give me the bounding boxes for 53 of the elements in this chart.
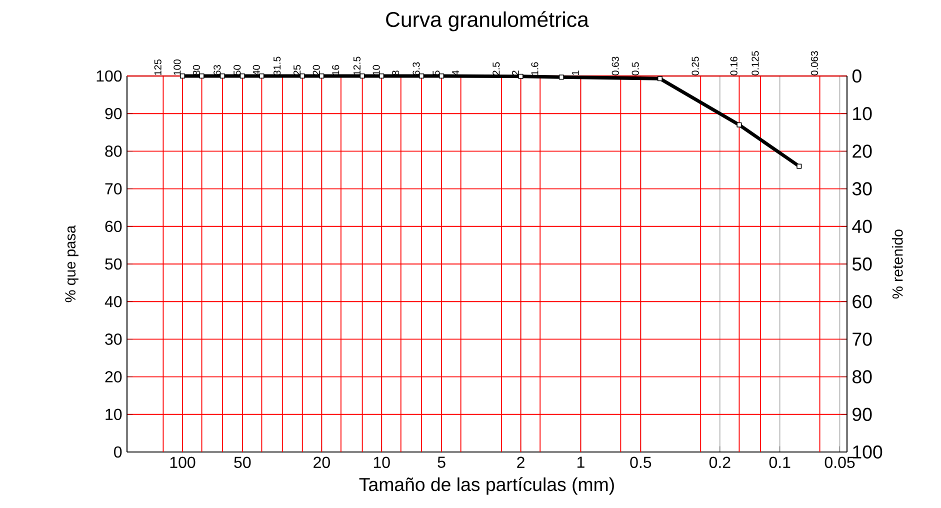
y2-tick-label: 30 <box>852 182 872 196</box>
chart-title: Curva granulométrica <box>386 11 589 32</box>
y2-tick-label: 60 <box>852 294 872 308</box>
x-tick-label: 0.5 <box>630 456 652 468</box>
x-tick-label: 1 <box>577 456 584 468</box>
y-tick-label: 20 <box>105 371 122 382</box>
ref-line-label: 1.6 <box>531 62 538 75</box>
ref-line-label: 0.63 <box>612 56 619 76</box>
y2-axis-title: % retenido <box>892 230 903 299</box>
y-tick-label: 10 <box>106 408 122 420</box>
x-tick-label: 2 <box>517 456 524 468</box>
x-tick-label: 0.2 <box>709 456 730 468</box>
x-tick-label: 0.1 <box>769 456 790 468</box>
ref-line-label: 2 <box>512 70 519 76</box>
x-tick-label: 50 <box>234 456 251 468</box>
ref-line-label: 125 <box>154 59 162 75</box>
y-tick-label: 80 <box>105 146 122 157</box>
y-tick-label: 30 <box>105 334 122 345</box>
y-tick-label: 90 <box>105 108 122 120</box>
ref-line-label: 0.125 <box>752 51 759 76</box>
ref-line-label: 0.25 <box>692 56 699 76</box>
ref-line-label: 0.063 <box>810 51 818 76</box>
ref-line-label: 2.5 <box>492 62 500 76</box>
y2-tick-label: 100 <box>853 445 882 459</box>
y-tick-label: 50 <box>105 258 122 270</box>
y2-tick-label: 0 <box>852 69 862 83</box>
x-tick-label: 20 <box>314 456 330 468</box>
y2-tick-label: 50 <box>852 257 872 271</box>
y2-tick-label: 90 <box>852 408 872 422</box>
y-tick-label: 0 <box>114 446 122 458</box>
ref-line-label: 0.5 <box>632 62 639 76</box>
y2-tick-label: 20 <box>852 144 872 158</box>
y2-tick-label: 70 <box>852 332 872 346</box>
y2-tick-label: 80 <box>852 370 872 384</box>
x-axis-title: Tamaño de las partículas (mm) <box>359 477 614 495</box>
x-tick-label: 100 <box>170 456 196 468</box>
ref-line-label: 12.5 <box>353 56 361 75</box>
y-tick-label: 60 <box>105 220 122 232</box>
x-tick-label: 10 <box>374 456 390 468</box>
y-tick-label: 100 <box>96 70 122 82</box>
ref-line-label: 0.16 <box>730 56 738 76</box>
x-tick-label: 5 <box>438 456 446 468</box>
ref-line-label: 1 <box>572 70 579 75</box>
y-axis-title: % que pasa <box>65 225 78 302</box>
y2-tick-label: 40 <box>852 220 872 234</box>
y-tick-label: 70 <box>105 183 122 194</box>
ref-line-label: 31.5 <box>274 56 281 76</box>
y-tick-label: 40 <box>104 296 122 308</box>
x-tick-label: 0.05 <box>824 456 855 468</box>
ref-line-label: 16 <box>332 65 340 75</box>
ref-line-label: 10 <box>372 65 380 75</box>
y2-tick-label: 10 <box>853 106 872 120</box>
ref-line-label: 100 <box>174 59 181 75</box>
